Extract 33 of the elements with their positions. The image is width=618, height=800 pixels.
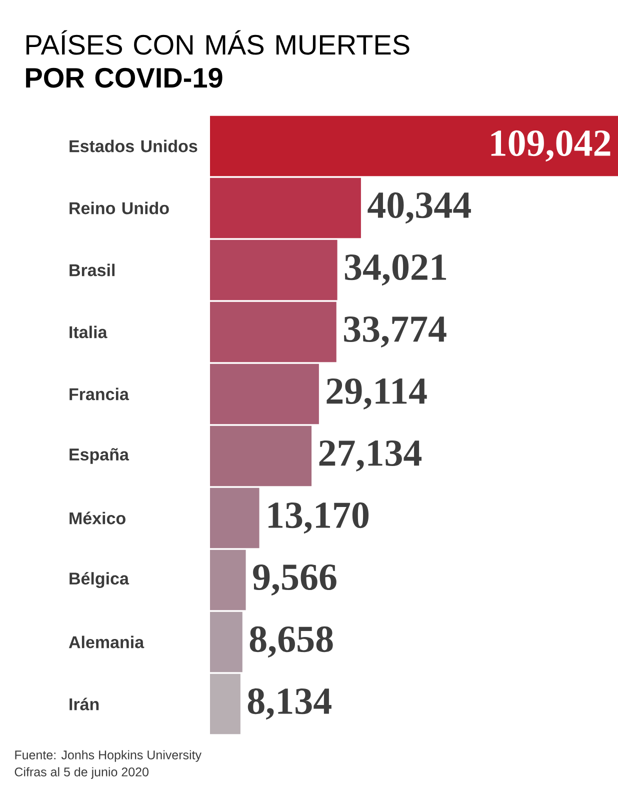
y-tick-label: Bélgica — [70, 572, 130, 588]
bar — [210, 240, 338, 300]
bar — [210, 550, 246, 610]
y-tick-label: Irán — [70, 698, 99, 710]
data-label: 9,566 — [253, 564, 336, 596]
bar — [210, 674, 240, 734]
bar — [210, 116, 618, 176]
data-label: 34,021 — [344, 254, 446, 286]
y-tick-label: España — [70, 448, 130, 464]
y-tick-label: Alemania — [68, 636, 144, 648]
data-label: 8,658 — [250, 626, 333, 658]
text: Cifras al 5 de junio 2020 — [14, 767, 148, 779]
bar — [210, 364, 319, 424]
chart-title: PAÍSES CON MÁS MUERTES POR COVID-19 — [26, 30, 410, 88]
data-label: 8,134 — [248, 688, 332, 720]
data-label: 29,114 — [326, 378, 427, 410]
y-tick-label: Francia — [70, 388, 130, 400]
source-note: Fuente: Jonhs Hopkins University — [15, 750, 202, 762]
data-label: 33,774 — [344, 316, 446, 348]
data-label: 40,344 — [368, 192, 471, 224]
bar — [210, 612, 242, 672]
y-tick-label: Brasil — [70, 264, 115, 276]
y-tick-label: Italia — [70, 326, 108, 338]
bar — [210, 178, 361, 238]
y-tick-label: Reino Unido — [70, 202, 169, 214]
data-label: 13,170 — [268, 502, 369, 534]
y-tick-label: Estados Unidos — [70, 140, 198, 152]
data-label: 27,134 — [319, 440, 422, 472]
data-label: 109,042 — [491, 130, 610, 162]
y-tick-label: México — [70, 512, 126, 524]
bar — [210, 302, 336, 362]
bar — [210, 488, 260, 548]
bar — [210, 426, 312, 486]
